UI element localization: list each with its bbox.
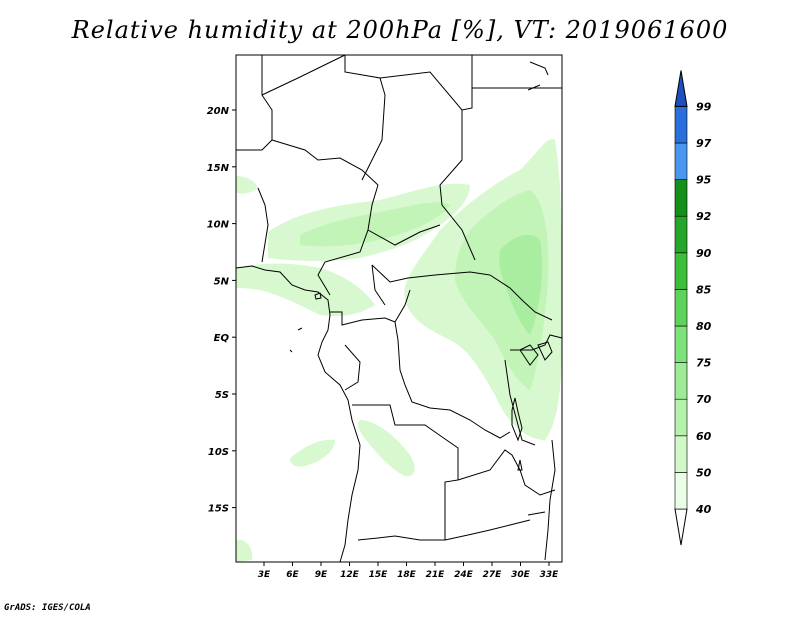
colorbar-level-label: 75: [696, 357, 712, 370]
border: [367, 224, 441, 246]
map-title: Relative humidity at 200hPa [%], VT: 201…: [71, 16, 729, 44]
lon-label: 12E: [340, 570, 360, 580]
island: [289, 327, 303, 353]
latitude-axis: 20N 15N 10N 5N EQ 5S 10S 15S: [207, 106, 236, 515]
border: [371, 264, 491, 283]
colorbar-segment: [674, 362, 688, 400]
border: [510, 334, 563, 351]
colorbar-level-label: 80: [696, 320, 712, 333]
border: [257, 187, 269, 263]
colorbar-level-label: 85: [696, 283, 712, 296]
lat-label: 5N: [214, 276, 230, 287]
colorbar-segment: [674, 142, 688, 180]
colorbar-level-label: 99: [696, 100, 712, 113]
colorbar: 40 50 60 70 75 80 85 90 92 95 97 99: [674, 70, 712, 546]
border: [271, 139, 379, 186]
lat-label: EQ: [214, 333, 230, 344]
border: [457, 449, 556, 496]
lon-label: 33E: [540, 570, 560, 580]
border: [371, 264, 386, 306]
lat-label: 5S: [215, 390, 229, 401]
coastline: [235, 265, 361, 563]
colorbar-segment: [674, 435, 688, 473]
lat-label: 15S: [208, 504, 229, 515]
border: [379, 55, 473, 111]
colorbar-segment: [674, 106, 688, 144]
map-frame: [235, 54, 563, 563]
colorbar-segment: [674, 215, 688, 254]
lake: [519, 344, 539, 366]
lake: [527, 511, 546, 516]
lon-label: 15E: [369, 570, 389, 580]
lon-label: 3E: [258, 570, 271, 580]
lon-label: 21E: [426, 570, 446, 580]
border: [444, 519, 531, 541]
colorbar-level-label: 70: [696, 393, 712, 406]
lon-label: 18E: [397, 570, 417, 580]
grads-credit: GrADS: IGES/COLA: [4, 603, 91, 613]
lake: [511, 397, 523, 442]
lake: [517, 459, 523, 471]
humidity-region: [300, 202, 450, 247]
border: [344, 344, 361, 391]
map-borders: [235, 54, 563, 563]
island: [314, 292, 322, 300]
border: [527, 61, 549, 91]
border: [317, 184, 379, 296]
colorbar-segment: [674, 179, 688, 217]
colorbar-segment: [674, 398, 688, 437]
colorbar-level-label: 60: [696, 430, 712, 443]
humidity-region: [236, 176, 258, 194]
colorbar-level-label: 40: [695, 503, 712, 516]
lon-label: 24E: [454, 570, 474, 580]
colorbar-segment: [674, 472, 688, 510]
border: [344, 55, 386, 181]
longitude-axis: 3E 6E 9E 12E 15E 18E 21E 24E 27E 30E 33E: [258, 562, 559, 580]
lat-label: 10N: [207, 220, 230, 231]
lon-label: 6E: [286, 570, 299, 580]
colorbar-level-label: 50: [696, 466, 712, 479]
lake: [537, 341, 553, 361]
border: [439, 110, 476, 261]
lon-label: 27E: [483, 570, 503, 580]
border: [489, 274, 553, 321]
border: [236, 55, 273, 151]
lat-label: 20N: [207, 106, 230, 117]
lat-label: 10S: [208, 447, 229, 458]
colorbar-level-label: 90: [696, 247, 712, 260]
colorbar-level-label: 95: [696, 174, 712, 187]
colorbar-upper-arrow: [674, 70, 688, 107]
humidity-region: [236, 539, 253, 562]
humidity-region: [499, 234, 542, 335]
colorbar-lower-arrow: [674, 508, 688, 546]
colorbar-segment: [674, 325, 688, 363]
humidity-region: [358, 420, 415, 477]
colorbar-level-label: 97: [696, 137, 712, 150]
lon-label: 30E: [511, 570, 531, 580]
border: [330, 289, 411, 326]
lat-label: 15N: [207, 163, 230, 174]
colorbar-segment: [674, 252, 688, 290]
border: [261, 54, 346, 96]
border: [394, 321, 511, 439]
border: [504, 359, 536, 446]
colorbar-segment: [674, 289, 688, 327]
colorbar-level-label: 92: [696, 210, 712, 223]
lon-label: 9E: [315, 570, 328, 580]
border: [544, 439, 556, 561]
humidity-region: [290, 439, 335, 467]
